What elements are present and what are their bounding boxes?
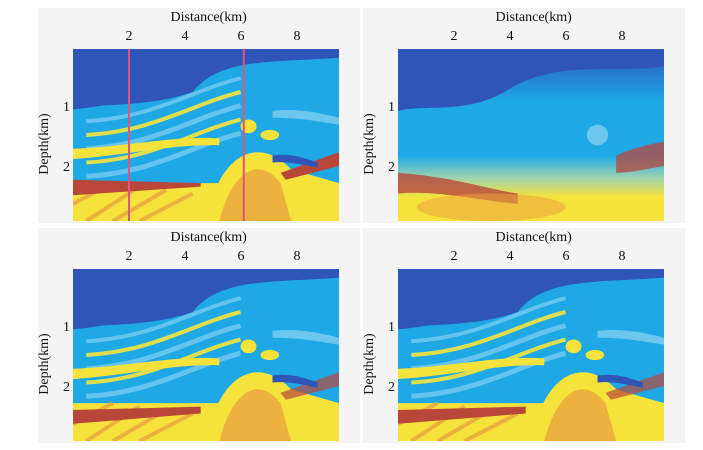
yellow-patch-2 xyxy=(260,349,280,361)
x-tick-label: 6 xyxy=(237,29,245,44)
seismic-image xyxy=(73,49,339,221)
x-tick-label: 4 xyxy=(506,249,514,264)
orange-patch xyxy=(416,193,566,221)
light-blue-lens xyxy=(597,329,664,345)
yellow-band xyxy=(398,357,545,380)
red-wedge xyxy=(73,179,201,196)
x-tick-label: 8 xyxy=(293,29,301,44)
y-tick-label: 2 xyxy=(388,379,395,395)
dark-top xyxy=(73,269,339,328)
light-blue-lens xyxy=(272,109,339,125)
y-axis-title: Depth(km) xyxy=(37,332,52,395)
seismic-image xyxy=(398,269,664,441)
plot-area-top-right xyxy=(398,49,664,221)
yellow-patch-1 xyxy=(565,339,582,354)
reflector-2 xyxy=(86,90,242,137)
y-axis-title: Depth(km) xyxy=(362,332,377,395)
x-tick-label: 4 xyxy=(181,249,189,264)
reflector-1 xyxy=(86,296,242,344)
arch-inner xyxy=(219,389,292,441)
y-tick-label: 1 xyxy=(388,100,395,116)
dark-blue-lens xyxy=(272,374,318,388)
y-axis-title: Depth(km) xyxy=(37,112,52,175)
light-blue-lens xyxy=(272,329,339,345)
arch-inner xyxy=(544,389,617,441)
right-red xyxy=(616,141,664,173)
y-tick-label: 1 xyxy=(63,100,70,116)
x-tick-label: 8 xyxy=(618,29,626,44)
yellow-patch-2 xyxy=(260,129,280,141)
arch-inner xyxy=(219,169,292,221)
x-tick-label: 6 xyxy=(562,249,570,264)
reflector-2 xyxy=(411,310,567,357)
y-tick-label: 1 xyxy=(388,320,395,336)
dark-blue-lens xyxy=(272,154,318,168)
y-axis-title: Depth(km) xyxy=(362,112,377,175)
x-tick-label: 2 xyxy=(450,249,458,264)
reflector-5 xyxy=(86,130,242,179)
dark-top xyxy=(398,49,664,111)
seismic-image xyxy=(398,49,664,221)
salt-blob xyxy=(586,124,609,146)
plot-area-bottom-right xyxy=(398,269,664,441)
seismic-image xyxy=(73,269,339,441)
reflector-1 xyxy=(411,296,567,344)
x-tick-label: 8 xyxy=(293,249,301,264)
x-axis-title: Distance(km) xyxy=(170,230,247,245)
x-tick-label: 2 xyxy=(125,249,133,264)
red-wedge xyxy=(73,406,201,424)
yellow-band xyxy=(73,137,220,160)
x-tick-label: 2 xyxy=(125,29,133,44)
x-tick-label: 8 xyxy=(618,249,626,264)
plot-area-bottom-left xyxy=(73,269,339,441)
y-tick-label: 2 xyxy=(388,159,395,175)
yellow-band xyxy=(73,357,220,380)
red-wedge xyxy=(398,406,526,424)
x-tick-label: 4 xyxy=(181,29,189,44)
reflector-2 xyxy=(86,310,242,357)
dark-blue-lens xyxy=(597,374,643,388)
x-tick-label: 6 xyxy=(562,29,570,44)
x-tick-label: 4 xyxy=(506,29,514,44)
reflector-5 xyxy=(411,350,567,399)
y-tick-label: 1 xyxy=(63,320,70,336)
yellow-patch-1 xyxy=(240,339,257,354)
reflector-5 xyxy=(86,350,242,399)
x-tick-label: 2 xyxy=(450,29,458,44)
dark-top xyxy=(73,49,339,108)
y-tick-label: 2 xyxy=(63,159,70,175)
plot-area-top-left xyxy=(73,49,339,221)
x-axis-title: Distance(km) xyxy=(495,230,572,245)
yellow-patch-2 xyxy=(585,349,605,361)
reflector-1 xyxy=(86,76,242,124)
x-tick-label: 6 xyxy=(237,249,245,264)
y-tick-label: 2 xyxy=(63,379,70,395)
x-axis-title: Distance(km) xyxy=(495,10,572,25)
x-axis-title: Distance(km) xyxy=(170,10,247,25)
dark-top xyxy=(398,269,664,328)
